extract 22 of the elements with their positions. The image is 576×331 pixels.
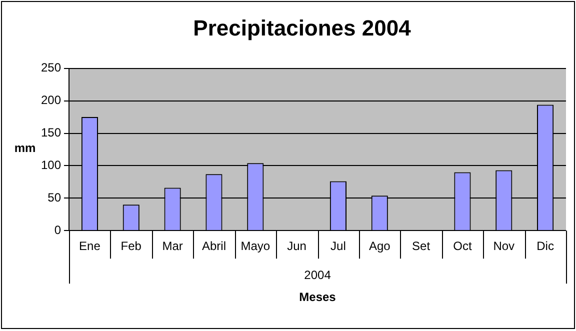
- x-tick-label: Jul: [330, 239, 346, 254]
- y-tick-label: 150: [40, 126, 62, 140]
- x-tick-label: Ene: [79, 239, 101, 254]
- x-tick-label: Mar: [162, 239, 183, 254]
- y-tick-label: 50: [48, 190, 62, 204]
- x-tick-label: Jun: [287, 239, 306, 254]
- y-tick-label: 200: [40, 93, 62, 108]
- x-tick-label: Set: [412, 239, 431, 254]
- text: 2004: [304, 268, 332, 282]
- x-tick-label: Feb: [120, 239, 142, 254]
- y-tick-label: 250: [40, 60, 62, 75]
- x-tick-label: Nov: [493, 239, 515, 254]
- x-tick-label: Dic: [536, 239, 554, 254]
- y-tick-label: 100: [40, 158, 62, 172]
- x-tick-label: Oct: [453, 239, 472, 254]
- x-tick-label: Abril: [202, 239, 226, 254]
- y-tick-label: 0: [54, 222, 62, 237]
- y-axis-title: mm: [14, 140, 36, 155]
- x-axis-title: Meses: [299, 290, 336, 304]
- x-tick-label: Mayo: [240, 239, 270, 254]
- x-tick-label: Ago: [368, 239, 391, 254]
- chart-title: Precipitaciones 2004: [193, 15, 412, 40]
